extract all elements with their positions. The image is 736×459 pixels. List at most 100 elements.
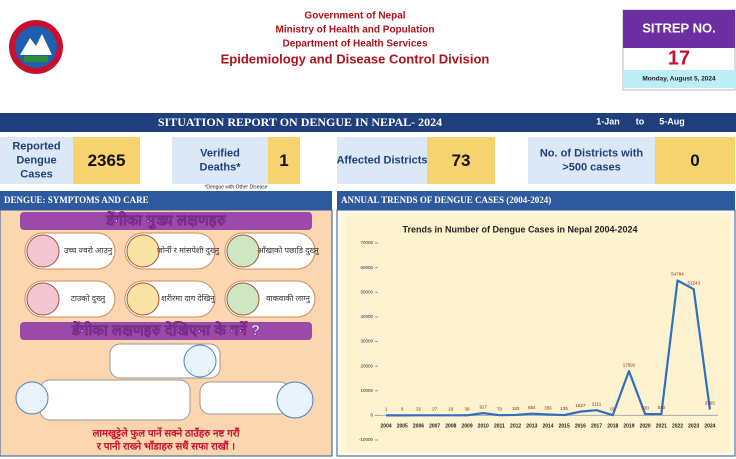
header-line: Department of Health Services xyxy=(282,39,427,50)
chart-title: Trends in Number of Dengue Cases in Nepa… xyxy=(402,224,637,234)
date-from: 1-Jan xyxy=(596,116,620,126)
x-tick-label: 2007 xyxy=(429,423,440,429)
panel-title: DENGUE: SYMPTOMS AND CARE xyxy=(4,195,149,205)
symptom-label: जोर्नी र मांसपेशी दुख्नु xyxy=(157,245,220,256)
x-tick-label: 2011 xyxy=(494,423,505,429)
symptom-label: वाकवाकी लाग्नु xyxy=(266,293,311,304)
care-illustration xyxy=(15,343,314,421)
x-tick-label: 2010 xyxy=(478,423,489,429)
x-tick-label: 2018 xyxy=(607,423,618,429)
data-label: 2365 xyxy=(705,401,716,406)
footnote: *Dengue with Other Disease xyxy=(204,184,267,190)
x-tick-label: 2022 xyxy=(672,423,683,429)
chart: -10000 0 10000 20000 30000 40000 50000 60000 700… xyxy=(359,240,718,442)
data-label: 17992 xyxy=(623,362,636,367)
symptom-label: शरीरमा दाग देखिनु xyxy=(161,293,215,304)
stat-value: 1 xyxy=(279,151,288,170)
stat-label-box xyxy=(528,137,655,184)
trend-line xyxy=(386,279,711,417)
stat-value: 2365 xyxy=(88,151,126,170)
x-tick-label: 2004 xyxy=(381,423,392,429)
symptoms: उच्च ज्वरो आउनु जोर्नी र मांसपेशी दुख्नु आ… xyxy=(24,232,320,318)
symptom-label: टाउको दुख्नु xyxy=(71,293,106,304)
x-tick-label: 2017 xyxy=(591,423,602,429)
x-tick-label: 2016 xyxy=(575,423,586,429)
stat-value: 0 xyxy=(690,151,699,170)
panel-title: ANNUAL TRENDS OF DENGUE CASES (2004-2024… xyxy=(341,195,551,205)
logo xyxy=(9,20,63,74)
y-tick-label: -10000 xyxy=(359,437,374,442)
heading-bg xyxy=(20,212,312,230)
x-tick-label: 2013 xyxy=(526,423,537,429)
stat-label: Reported xyxy=(12,140,60,152)
heading-bg xyxy=(20,322,312,340)
data-label: 32 xyxy=(416,406,422,411)
symptom-label: उच्च ज्वरो आउनु xyxy=(64,245,113,256)
x-tick-label: 2012 xyxy=(510,423,521,429)
x-tick-label: 2019 xyxy=(623,423,634,429)
x-tick-label: 2014 xyxy=(542,423,553,429)
stat-value-box xyxy=(73,137,140,184)
data-label: 135 xyxy=(560,406,568,411)
panel-header xyxy=(337,191,735,210)
chart-area xyxy=(345,216,730,452)
heading: डेंगीका मुख्य लक्षणहरु xyxy=(105,211,226,230)
header-line: Government of Nepal xyxy=(304,11,405,22)
symptom-icon xyxy=(226,234,260,268)
y-tick-label: 30000 xyxy=(360,339,373,344)
stat-value-box xyxy=(427,137,495,184)
data-label: 83 xyxy=(610,406,616,411)
data-label: 684 xyxy=(528,405,536,410)
y-tick-label: 40000 xyxy=(360,314,373,319)
symptom-icon xyxy=(126,282,160,316)
symptom-icon xyxy=(126,234,160,268)
data-label: 8 xyxy=(401,407,404,412)
x-tick-label: 2021 xyxy=(656,423,667,429)
x-tick-label: 2020 xyxy=(640,423,651,429)
y-tick-label: 0 xyxy=(370,413,373,418)
sitrep-label: SITREP NO. xyxy=(642,20,715,35)
data-label: 54784 xyxy=(671,272,684,277)
data-label: 79 xyxy=(497,406,503,411)
stat-label: Cases xyxy=(20,168,52,180)
stats: Reported Dengue Cases 2365 Verified Deaths* 1 A… xyxy=(0,137,735,184)
symptom-icon xyxy=(226,282,260,316)
sitrep-number: 17 xyxy=(668,47,690,69)
x-tick-label: 2005 xyxy=(397,423,408,429)
date-to-word: to xyxy=(636,116,645,126)
sitrep-box: SITREP NO. 17 Monday, August 5, 2024 xyxy=(622,9,736,91)
stat-label: Affected Districts xyxy=(336,154,427,166)
data-label: 51243 xyxy=(687,280,700,285)
panel-header xyxy=(0,191,332,210)
stat-label-box xyxy=(172,137,268,184)
x-tick-label: 2024 xyxy=(704,423,715,429)
stat-label-box xyxy=(337,137,427,184)
data-label: 38 xyxy=(465,406,471,411)
data-label: 1527 xyxy=(575,403,586,408)
stat-label: Deaths* xyxy=(200,161,242,173)
x-tick-label: 2008 xyxy=(445,423,456,429)
data-label: 1 xyxy=(385,407,388,412)
stat-label: No. of Districts with xyxy=(540,147,644,159)
heading: डेंगीका लक्षणहरु देखिएमा के गर्ने ? xyxy=(71,321,260,339)
symptom-icon xyxy=(26,282,60,316)
bottom-line: र पानी राख्ने भाँडाहरु सधैं सफा राखौं । xyxy=(96,440,235,453)
stat-label: Dengue xyxy=(16,154,56,166)
stat-value: 73 xyxy=(452,151,471,170)
y-tick-label: 10000 xyxy=(360,388,373,393)
banner xyxy=(0,113,736,132)
stat-label: >500 cases xyxy=(562,161,620,173)
stat-value-box xyxy=(655,137,735,184)
x-tick-label: 2015 xyxy=(559,423,570,429)
data-label: 530 xyxy=(641,405,649,410)
banner-title: SITUATION REPORT ON DENGUE IN NEPAL- 202… xyxy=(158,115,442,129)
stat-label: Verified xyxy=(200,147,240,159)
bottom-line: लामखुट्टेले फुल पार्ने सक्ने ठाउँहरु नष्… xyxy=(92,427,241,440)
stat-value-box xyxy=(268,137,300,184)
x-tick-label: 2006 xyxy=(413,423,424,429)
sitrep-date: Monday, August 5, 2024 xyxy=(642,76,716,83)
symptom-label: आँखाको पछाडि दुख्नु xyxy=(257,245,319,256)
y-tick-label: 60000 xyxy=(360,265,373,270)
symptom-icon xyxy=(26,234,60,268)
